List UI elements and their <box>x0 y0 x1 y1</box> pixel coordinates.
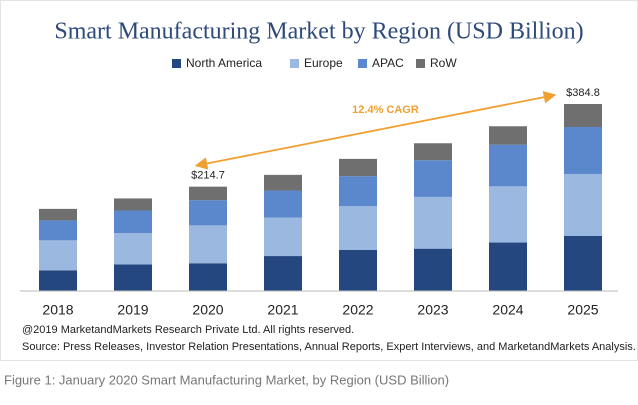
legend-swatch <box>290 59 299 68</box>
legend-swatch <box>416 59 425 68</box>
bar-segment <box>414 248 452 291</box>
bar-segment <box>489 126 527 145</box>
bar-segment <box>564 126 602 174</box>
bar-segment <box>339 206 377 250</box>
legend-label: North America <box>186 56 262 70</box>
cagr-label: 12.4% CAGR <box>352 104 419 116</box>
bar-segment <box>39 208 77 221</box>
bar-segment <box>489 144 527 187</box>
note: Source: Press Releases, Investor Relatio… <box>22 341 636 353</box>
chart-title: Smart Manufacturing Market by Region (US… <box>54 19 583 45</box>
bar-segment <box>189 200 227 226</box>
total-label: $214.7 <box>191 170 225 182</box>
bar-segment <box>114 264 152 291</box>
legend-swatch <box>172 59 181 68</box>
bar-segment <box>564 173 602 236</box>
bar-segment <box>489 242 527 291</box>
bar-segment <box>39 220 77 241</box>
x-tick-label: 2023 <box>417 302 448 318</box>
legend-label: Europe <box>304 56 343 70</box>
bar-segment <box>39 270 77 291</box>
bar-segment <box>489 186 527 243</box>
bar-segment <box>564 235 602 291</box>
x-tick-label: 2025 <box>567 302 598 318</box>
bar-segment <box>564 104 602 127</box>
x-tick-label: 2021 <box>267 302 298 318</box>
bar-segment <box>114 198 152 211</box>
legend-swatch <box>358 59 367 68</box>
cagr-arrow <box>194 91 557 170</box>
bar-segment <box>339 158 377 177</box>
x-tick-label: 2019 <box>117 302 148 318</box>
bar-segment <box>339 249 377 291</box>
bar-segment <box>414 143 452 161</box>
caption: Figure 1: January 2020 Smart Manufacturi… <box>4 372 449 387</box>
bar-segment <box>264 190 302 218</box>
bar-segment <box>414 196 452 249</box>
bar-segment <box>414 160 452 197</box>
legend-label: RoW <box>430 56 457 70</box>
x-tick-label: 2018 <box>42 302 73 318</box>
bar-segment <box>339 176 377 207</box>
total-label: $384.8 <box>566 87 600 99</box>
bar-segment <box>189 225 227 264</box>
bar-segment <box>264 174 302 191</box>
x-tick-label: 2022 <box>342 302 373 318</box>
bar-segment <box>189 186 227 201</box>
bar-segment <box>264 256 302 291</box>
bar-segment <box>39 240 77 271</box>
bar-segment <box>189 263 227 291</box>
legend-label: APAC <box>372 56 404 70</box>
chart-frame <box>0 0 638 361</box>
note: @2019 MarketandMarkets Research Private … <box>22 324 354 336</box>
bar-segment <box>114 233 152 265</box>
bar-segment <box>114 210 152 234</box>
x-tick-label: 2024 <box>492 302 523 318</box>
bar-segment <box>264 217 302 257</box>
x-tick-label: 2020 <box>192 302 223 318</box>
